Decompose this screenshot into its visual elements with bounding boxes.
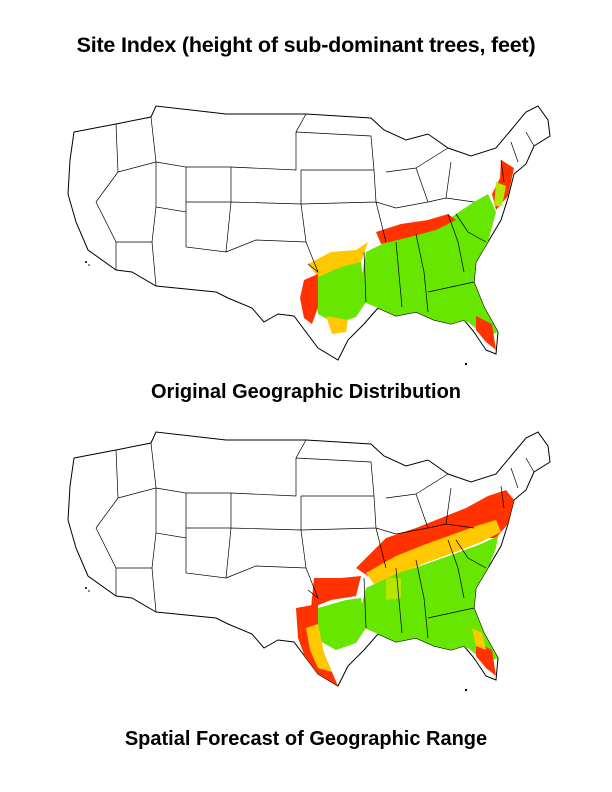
site-index-fill [296,490,514,686]
panel-1-caption: Original Geographic Distribution [150,381,462,403]
panel-2-caption: Spatial Forecast of Geographic Range [124,728,488,750]
islands [85,587,468,692]
state-borders [95,113,535,313]
range-mid-north [366,520,501,584]
range-high [361,194,498,337]
range-mid-ne [494,182,506,206]
range-mid-tx [326,316,348,334]
range-low-fl [476,642,496,676]
range-mid-fl [472,628,486,650]
range-high [361,536,498,663]
range-mid-edge [308,242,368,277]
range-low-north [356,490,514,578]
forecast-range-map [67,431,551,692]
range-low-west [311,576,361,608]
islands [85,261,468,366]
original-distribution-map [67,105,551,366]
state-borders [95,439,535,639]
range-high-west [314,598,366,650]
range-mid-tx [306,624,332,672]
range-low-fl [476,316,496,350]
figure-title: Site Index (height of sub-dominant trees… [76,33,536,57]
site-index-fill [300,160,514,350]
range-low-edge-north [376,214,456,244]
range-high-west [314,262,366,324]
range-low-edge-west [300,274,318,324]
